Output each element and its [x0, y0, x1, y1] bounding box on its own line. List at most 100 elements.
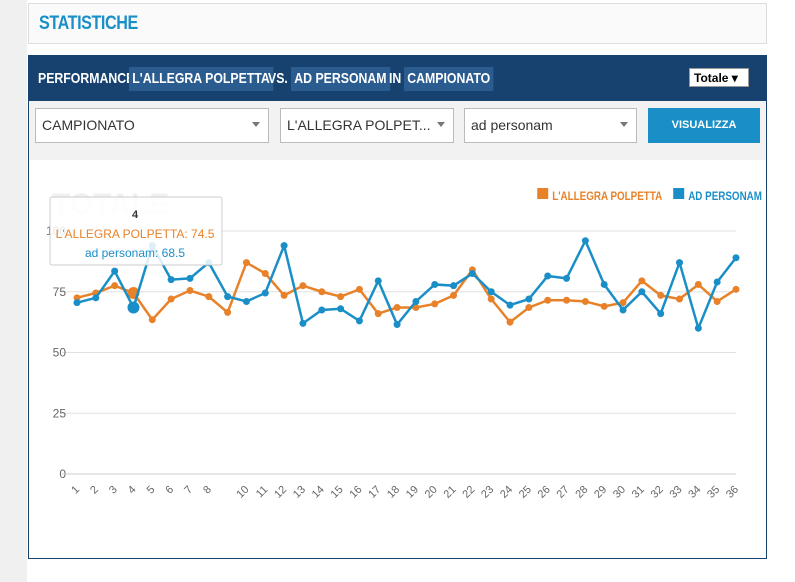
data-point [694, 280, 702, 288]
y-tick-label: 50 [53, 346, 67, 360]
mode-select[interactable]: Totale ▾ [689, 68, 749, 87]
data-point [242, 259, 250, 267]
x-tick-label: 22 [460, 484, 477, 501]
team-a-select[interactable]: L'ALLEGRA POLPET... [280, 108, 454, 143]
data-point [167, 295, 175, 303]
x-tick-label: 8 [201, 484, 214, 497]
data-point [355, 317, 363, 325]
x-tick-label: 23 [479, 484, 496, 501]
x-tick-label: 25 [517, 484, 534, 501]
data-point [299, 319, 307, 327]
x-tick-label: 5 [145, 484, 158, 497]
data-point [318, 288, 326, 296]
competition-select[interactable]: CAMPIONATO [35, 108, 269, 143]
data-point [374, 310, 382, 318]
data-point [412, 297, 420, 305]
x-tick-label: 10 [234, 484, 251, 501]
x-tick-label: 30 [611, 484, 628, 501]
data-point [186, 274, 194, 282]
x-tick-label: 1 [69, 484, 82, 497]
data-point [563, 296, 571, 304]
x-tick-label: 18 [385, 484, 402, 501]
select-value: ad personam [471, 117, 553, 133]
data-point [657, 310, 665, 318]
title-part: VS. [268, 70, 288, 87]
section-title: STATISTICHE [39, 13, 138, 34]
x-tick-label: 20 [423, 484, 440, 501]
data-point [525, 304, 533, 312]
data-point [525, 295, 533, 303]
data-point [148, 316, 156, 324]
select-value: CAMPIONATO [42, 117, 135, 133]
data-point [581, 297, 589, 305]
data-point [167, 276, 175, 284]
data-point [186, 287, 194, 295]
data-point [374, 277, 382, 285]
data-point [713, 278, 721, 286]
x-tick-label: 21 [442, 484, 459, 501]
tooltip-box [49, 196, 223, 266]
x-tick-label: 28 [573, 484, 590, 501]
data-point [506, 318, 514, 326]
x-tick-label: 12 [272, 484, 289, 501]
data-point [355, 285, 363, 293]
section-header: STATISTICHE [28, 3, 767, 44]
title-part: PERFORMANCE [38, 70, 135, 87]
data-point [487, 295, 495, 303]
data-point [468, 270, 476, 278]
team-b-select[interactable]: ad personam [464, 108, 637, 143]
data-point [224, 308, 232, 316]
submit-button[interactable]: VISUALIZZA [648, 108, 760, 143]
side-strip [0, 0, 27, 582]
data-point [111, 267, 119, 275]
data-point [638, 288, 646, 296]
title-competition: CAMPIONATO [404, 67, 494, 91]
data-point [638, 277, 646, 285]
tooltip-line: ad personam: 68.5 [85, 246, 185, 260]
tooltip-title: 4 [132, 209, 139, 221]
data-point [337, 305, 345, 313]
x-tick-label: 24 [498, 484, 515, 501]
data-point [205, 293, 213, 301]
data-point [111, 282, 119, 290]
x-tick-label: 15 [329, 484, 346, 501]
data-point [127, 301, 140, 314]
data-point [224, 293, 232, 301]
data-point [676, 295, 684, 303]
data-point [242, 297, 250, 305]
x-tick-label: 33 [667, 484, 684, 501]
x-tick-label: 13 [291, 484, 308, 501]
title-team: L'ALLEGRA POLPETTA [129, 67, 274, 91]
mode-value: Totale [694, 71, 729, 85]
x-tick-label: 6 [163, 484, 176, 497]
data-point [299, 282, 307, 290]
x-tick-label: 4 [126, 484, 139, 497]
data-point [657, 291, 665, 299]
tooltip: 4 L'ALLEGRA POLPETTA: 74.5 ad personam: 68… [49, 196, 223, 266]
data-point [676, 259, 684, 267]
x-tick-label: 26 [536, 484, 553, 501]
x-tick-label: 35 [705, 484, 722, 501]
y-tick-label: 25 [53, 406, 67, 420]
data-point [261, 289, 269, 297]
x-tick-label: 17 [366, 484, 383, 501]
data-point [619, 299, 627, 307]
data-point [73, 299, 81, 307]
legend-swatch [673, 188, 685, 199]
data-point [73, 294, 81, 302]
data-point [393, 304, 401, 312]
data-point [280, 291, 288, 299]
data-point [92, 294, 100, 302]
x-tick-label: 16 [347, 484, 364, 501]
legend-swatch [537, 188, 549, 199]
y-tick-label: 75 [53, 285, 67, 299]
title-team: AD PERSONAM [291, 67, 390, 91]
data-point [280, 242, 288, 250]
data-point [318, 306, 326, 314]
x-tick-label: 27 [555, 484, 572, 501]
select-value: L'ALLEGRA POLPET... [287, 117, 431, 133]
chart-box: TOTALE0255075100123456781011121314151617… [28, 160, 767, 559]
tooltip-line: L'ALLEGRA POLPETTA: 74.5 [56, 227, 215, 241]
data-point [450, 291, 458, 299]
data-point [544, 272, 552, 280]
